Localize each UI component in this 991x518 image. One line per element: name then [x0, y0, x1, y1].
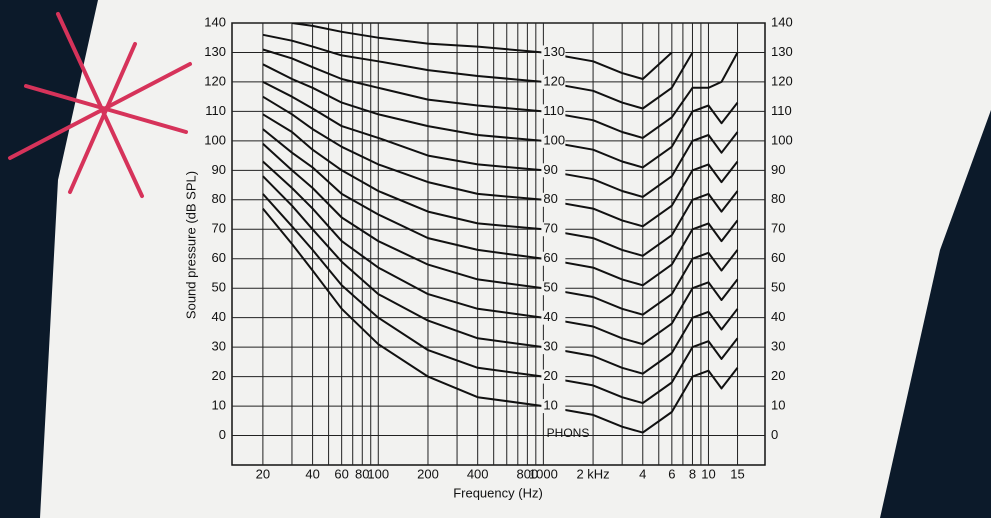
- series-label: 120: [543, 73, 565, 88]
- y-tick-label: 60: [212, 250, 226, 265]
- series-label-bg: [541, 369, 566, 384]
- y2-tick-label: 20: [771, 368, 785, 383]
- contour-line: [262, 95, 739, 228]
- series-label-bg: [541, 104, 566, 119]
- x-axis-label: Frequency (Hz): [453, 485, 543, 500]
- x-tick-label: 10: [701, 466, 715, 481]
- y2-tick-label: 120: [771, 73, 793, 88]
- y-tick-label: 90: [212, 162, 226, 177]
- x-tick-label: 100: [367, 466, 389, 481]
- x-tick-label: 40: [305, 466, 319, 481]
- contour-line: [262, 193, 739, 405]
- series-label-bg: [541, 74, 566, 89]
- labels: 0 0 10 10 20 20 30 30 40 40 50 50 60 60 70 70 80 80 90 90 10…: [204, 14, 792, 481]
- contour-line: [262, 63, 739, 169]
- y2-tick-label: 80: [771, 191, 785, 206]
- series-label: 10: [543, 398, 557, 413]
- x-tick-label: 2 kHz: [576, 466, 609, 481]
- x-tick-label: 80: [355, 466, 369, 481]
- y-tick-label: 40: [212, 309, 226, 324]
- contour-line: [262, 128, 739, 287]
- x-tick-label: 6: [668, 466, 675, 481]
- y2-tick-label: 40: [771, 309, 785, 324]
- series-label-bg: [541, 281, 566, 296]
- x-tick-label: 800: [517, 466, 539, 481]
- x-tick-label: 15: [730, 466, 744, 481]
- series-label: 90: [543, 162, 557, 177]
- series-label-bg: [541, 133, 566, 148]
- y2-tick-label: 60: [771, 250, 785, 265]
- y-tick-label: 10: [212, 398, 226, 413]
- series-label: 110: [543, 103, 564, 118]
- y2-tick-label: 30: [771, 339, 785, 354]
- y2-tick-label: 0: [771, 427, 778, 442]
- series-label-bg: [541, 192, 566, 207]
- y-tick-label: 110: [205, 103, 226, 118]
- series-label: 60: [543, 250, 557, 265]
- series-label: 80: [543, 191, 557, 206]
- y2-tick-label: 90: [771, 162, 785, 177]
- contour-line: [262, 33, 694, 110]
- x-tick-label: 8: [689, 466, 696, 481]
- y-tick-label: 130: [204, 44, 226, 59]
- legend-title: PHONS: [547, 426, 590, 440]
- contour-line: [262, 48, 739, 139]
- y2-tick-label: 110: [771, 103, 792, 118]
- y2-tick-label: 130: [771, 44, 793, 59]
- series-label-bg: [541, 310, 566, 325]
- series-label-bg: [541, 340, 566, 355]
- y-tick-label: 70: [212, 221, 226, 236]
- series-label: 40: [543, 309, 557, 324]
- series-label: 70: [543, 221, 557, 236]
- y-tick-label: 20: [212, 368, 226, 383]
- curves: [262, 23, 739, 434]
- x-tick-label: 400: [467, 466, 489, 481]
- series-label-bg: [541, 45, 566, 60]
- y-tick-label: 0: [219, 427, 226, 442]
- series-label-bg: [541, 222, 566, 237]
- series-label: 130: [543, 44, 565, 59]
- series-label-bg: [541, 251, 566, 266]
- series-label: 100: [543, 132, 565, 147]
- y-axis-label: Sound pressure (dB SPL): [183, 171, 198, 319]
- contour-line: [262, 175, 739, 375]
- x-tick-label: 60: [334, 466, 348, 481]
- contour-line: [262, 207, 739, 434]
- y2-tick-label: 10: [771, 398, 785, 413]
- x-tick-label: 1000: [529, 466, 558, 481]
- contour-line: [291, 23, 673, 80]
- series-label-bg: [541, 399, 566, 414]
- y-tick-label: 140: [204, 14, 226, 29]
- series-label-bg: [541, 163, 566, 178]
- contour-line: [262, 113, 739, 257]
- y-tick-label: 50: [212, 280, 226, 295]
- series-label: 20: [543, 368, 557, 383]
- y-tick-label: 100: [204, 132, 226, 147]
- decoration-star: [8, 12, 192, 198]
- y-tick-label: 30: [212, 339, 226, 354]
- y2-tick-label: 70: [771, 221, 785, 236]
- y-tick-label: 80: [212, 191, 226, 206]
- contour-line: [262, 160, 739, 346]
- contour-line: [262, 81, 739, 198]
- series-label: 30: [543, 339, 557, 354]
- contour-line: [262, 143, 739, 316]
- y2-tick-label: 100: [771, 132, 793, 147]
- x-tick-label: 4: [639, 466, 646, 481]
- y2-tick-label: 50: [771, 280, 785, 295]
- y-tick-label: 120: [204, 73, 226, 88]
- y2-tick-label: 140: [771, 14, 793, 29]
- x-tick-label: 20: [256, 466, 270, 481]
- series-label: 50: [543, 280, 557, 295]
- x-tick-label: 200: [417, 466, 439, 481]
